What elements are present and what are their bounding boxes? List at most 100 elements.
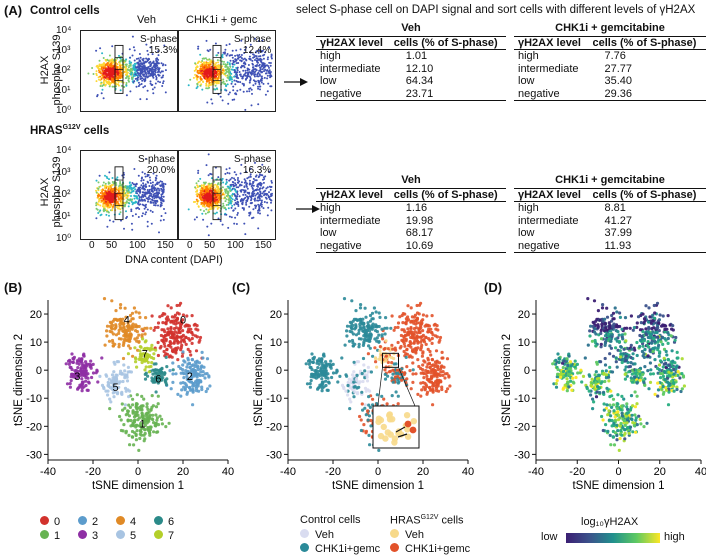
flow-event <box>149 60 152 63</box>
tsne-point <box>169 327 173 331</box>
flow-event <box>228 91 231 94</box>
flow-event <box>160 76 163 79</box>
flow-event <box>221 186 224 189</box>
flow-event <box>149 80 152 83</box>
flow-event <box>126 185 128 188</box>
flow-event <box>221 189 224 192</box>
flow-event <box>263 62 266 65</box>
tsne-point <box>160 417 164 421</box>
flow-event <box>264 175 267 178</box>
tsne-point <box>414 337 419 341</box>
flow-event <box>159 219 162 222</box>
flow-event <box>217 82 220 85</box>
flow-event <box>148 188 151 191</box>
flow-event <box>142 67 145 69</box>
flow-event <box>257 227 260 230</box>
flow-event <box>131 54 134 57</box>
tsne-point <box>191 363 195 367</box>
flow-event <box>260 75 263 78</box>
flow-event <box>144 191 147 194</box>
flow-event <box>131 214 134 217</box>
tsne-point <box>406 327 410 331</box>
flow-event <box>146 220 149 223</box>
table-control-veh: Veh γH2AX level cells (% of S-phase) high… <box>316 22 506 101</box>
flow-event <box>129 63 132 66</box>
flow-event <box>269 85 272 88</box>
tsne-point <box>112 360 116 364</box>
flow-event <box>99 71 102 74</box>
tsne-point <box>122 423 126 427</box>
tsne-point <box>126 321 130 325</box>
flow-event <box>253 192 256 195</box>
tsne-point <box>186 370 190 374</box>
flow-event <box>208 78 211 81</box>
flow-event <box>261 49 264 52</box>
flow-event <box>154 82 157 85</box>
flow-event <box>133 197 136 200</box>
flow-event <box>218 199 220 202</box>
tsne-point <box>110 387 114 391</box>
flow-event <box>206 69 209 72</box>
flow-event <box>121 197 123 200</box>
flow-event <box>143 70 146 73</box>
tsne-point <box>414 349 418 354</box>
flow-event <box>243 66 246 69</box>
flow-event <box>132 75 135 77</box>
flow-event <box>140 179 143 182</box>
flow-event <box>132 67 135 70</box>
flow-event <box>104 185 107 188</box>
tsne-point <box>413 313 417 317</box>
tsne-point <box>118 306 123 310</box>
flow-event <box>130 191 133 194</box>
flow-event <box>126 71 129 74</box>
tsne-point <box>128 313 133 318</box>
tsne-point <box>140 404 144 408</box>
flow-event <box>156 187 159 190</box>
flow-event <box>241 77 244 80</box>
tsne-point <box>368 443 372 447</box>
flow-event <box>138 208 141 210</box>
flow-event <box>161 180 164 183</box>
tsne-point <box>181 329 185 333</box>
tsne-point <box>164 352 168 356</box>
flow-event <box>103 193 106 195</box>
tsne-point <box>133 356 138 360</box>
flow-event <box>222 72 225 75</box>
tsne-point <box>114 309 118 313</box>
flow-event <box>196 190 198 193</box>
flow-event <box>221 65 224 68</box>
flow-event <box>235 191 238 193</box>
flow-event <box>258 73 261 76</box>
tsne-point <box>179 340 183 344</box>
tsne-point <box>182 340 187 344</box>
flow-event <box>146 49 149 52</box>
tsne-point <box>158 414 162 418</box>
flow-event <box>141 215 144 217</box>
tsne-point <box>184 335 188 340</box>
flow-event <box>119 59 122 62</box>
flow-event <box>102 80 105 83</box>
flow-event <box>214 42 217 45</box>
flow-event <box>208 68 211 71</box>
flow-event <box>128 191 131 194</box>
tsne-point <box>204 389 208 394</box>
tsne-point <box>200 350 204 354</box>
tsne-point <box>134 433 138 438</box>
tsne-point <box>152 352 156 356</box>
tsne-point <box>112 395 116 399</box>
flow-event <box>154 192 157 195</box>
flow-event <box>160 70 163 73</box>
tsne-point <box>200 387 204 392</box>
tsne-point <box>139 421 143 426</box>
flow-event <box>192 76 195 79</box>
tsne-point <box>409 331 413 335</box>
flow-event <box>157 73 160 76</box>
flow-event <box>150 84 153 86</box>
flow-event <box>249 211 252 214</box>
flow-event <box>123 173 125 176</box>
cluster-label: 6 <box>155 374 161 386</box>
flow-event <box>237 57 240 60</box>
tsne-point <box>167 421 171 425</box>
tsne-point <box>144 316 148 320</box>
flow-event <box>198 193 201 196</box>
